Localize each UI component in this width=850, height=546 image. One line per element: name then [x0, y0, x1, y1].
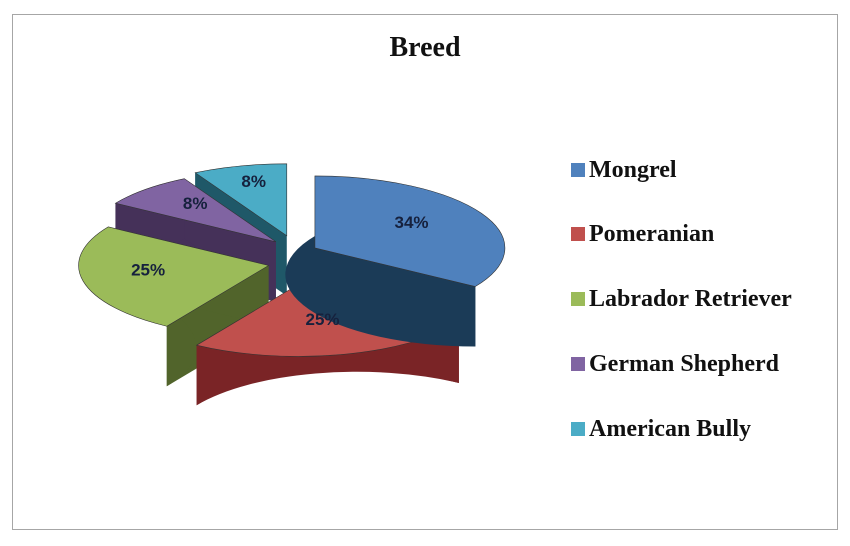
svg-text:34%: 34%: [394, 213, 428, 232]
svg-text:25%: 25%: [305, 310, 339, 329]
